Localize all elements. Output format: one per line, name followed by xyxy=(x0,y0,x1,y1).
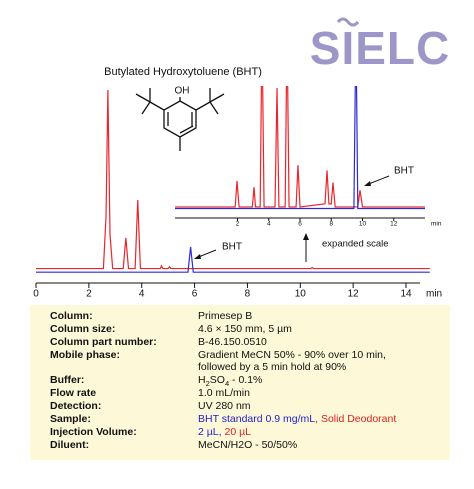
chart-title: Butylated Hydroxytoluene (BHT) xyxy=(104,66,262,78)
row-value: 2 µL, 20 µL xyxy=(198,426,251,438)
row-value: H2SO4 - 0.1% xyxy=(198,374,262,389)
row-label: Mobile phase: xyxy=(50,349,120,361)
row-label: Column size: xyxy=(50,323,115,335)
value-part: UV 280 nm xyxy=(198,400,251,412)
row-value: MeCN/H2O - 50/50% xyxy=(198,439,297,451)
row-value: Gradient MeCN 50% - 90% over 10 min, xyxy=(198,349,386,361)
x-tick-label: 4 xyxy=(139,289,145,300)
x-tick-label: 8 xyxy=(245,289,251,300)
table-background xyxy=(30,305,450,460)
x-tick-label: 4 xyxy=(267,221,271,228)
x-tick-label: 0 xyxy=(33,289,39,300)
value-part: H xyxy=(198,374,206,386)
value-part: 2 xyxy=(206,379,210,388)
row-value: 4.6 × 150 mm, 5 µm xyxy=(198,323,292,335)
molecule xyxy=(135,88,225,151)
value-part: 2 µL, xyxy=(198,426,222,438)
trace xyxy=(175,86,425,208)
x-tick-label: 12 xyxy=(390,221,398,228)
value-part: 4 xyxy=(225,379,229,388)
row-value: UV 280 nm xyxy=(198,400,251,412)
value-part: B-46.150.0510 xyxy=(198,336,267,348)
logo: SIELC xyxy=(310,22,450,74)
x-axis-label: min xyxy=(426,289,442,300)
trace xyxy=(36,246,430,273)
row-value: 1.0 mL/min xyxy=(198,387,250,399)
row-label: Diluent: xyxy=(50,439,89,451)
annotation: BHT xyxy=(222,242,242,253)
row-label: Column part number: xyxy=(50,336,157,348)
x-tick-label: 2 xyxy=(236,221,240,228)
row-value: BHT standard 0.9 mg/mL, Solid Deodorant xyxy=(198,413,396,425)
x-tick-label: 6 xyxy=(192,289,198,300)
molecule-label: OH xyxy=(175,86,190,97)
row-value: B-46.150.0510 xyxy=(198,336,267,348)
x-tick-label: 2 xyxy=(86,289,92,300)
row-label: Flow rate xyxy=(50,387,96,399)
x-tick-label: 6 xyxy=(298,221,302,228)
trace xyxy=(175,86,425,210)
x-tick-label: 8 xyxy=(329,221,333,228)
table: Column: Primesep B Column size: 4.6 × 150 m… xyxy=(50,310,396,451)
row-value: Primesep B xyxy=(198,310,252,322)
x-tick-label: 12 xyxy=(348,289,360,300)
value-part: BHT standard 0.9 mg/mL xyxy=(198,413,315,425)
x-tick-label: 10 xyxy=(295,289,307,300)
row-label: Column: xyxy=(50,310,93,322)
value-part: Primesep B xyxy=(198,310,252,322)
x-axis-label: min xyxy=(431,221,442,228)
arrow-head xyxy=(194,254,201,259)
arrow-head xyxy=(303,233,309,240)
arrow-head xyxy=(364,181,371,186)
trace xyxy=(36,89,430,270)
row-value: followed by a 5 min hold at 90% xyxy=(198,361,346,373)
x-tick-label: 10 xyxy=(359,221,367,228)
value-part: , Solid Deodorant xyxy=(315,413,396,425)
annotation: expanded scale xyxy=(322,239,389,250)
row-label: Detection: xyxy=(50,400,101,412)
row-label: Sample: xyxy=(50,413,91,425)
annotation: BHT xyxy=(394,166,414,177)
value-part: 20 µL xyxy=(222,426,252,438)
row-label: Buffer: xyxy=(50,374,84,386)
value-part: SO xyxy=(210,374,225,386)
value-part: MeCN/H2O - 50/50% xyxy=(198,439,297,451)
value-part: - 0.1% xyxy=(229,374,262,386)
logo-mark xyxy=(336,17,360,27)
value-part: 4.6 × 150 mm, 5 µm xyxy=(198,323,292,335)
x-tick-label: 14 xyxy=(400,289,412,300)
value-part: Gradient MeCN 50% - 90% over 10 min, xyxy=(198,349,386,361)
row-label: Injection Volume: xyxy=(50,426,137,438)
value-part: 1.0 mL/min xyxy=(198,387,250,399)
